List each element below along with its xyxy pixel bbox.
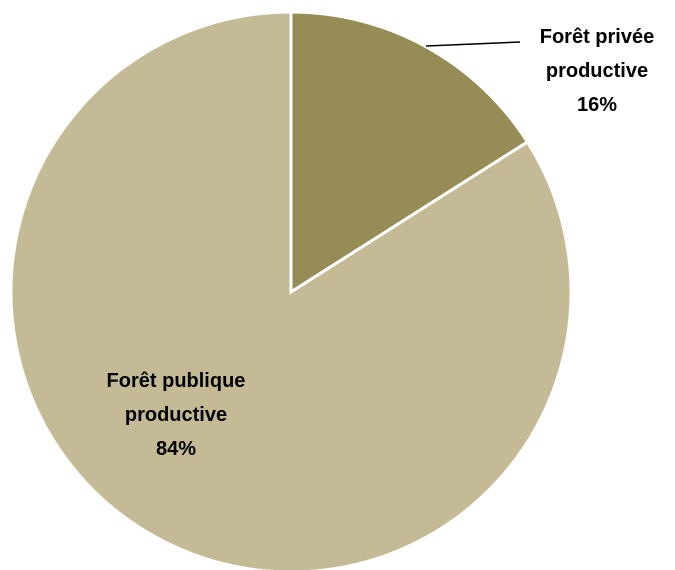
leader-line [425,41,521,47]
pie-slice [9,10,573,570]
category-label: Forêt publique productive [106,370,246,426]
slice-label: Forêt publique productive 84% [76,364,276,466]
slice-label: Forêt privée productive 16% [519,20,675,122]
value-label: 84% [155,438,197,460]
value-label: 16% [576,94,618,116]
category-label: Forêt privée productive [539,26,655,82]
pie-slice [289,10,530,295]
